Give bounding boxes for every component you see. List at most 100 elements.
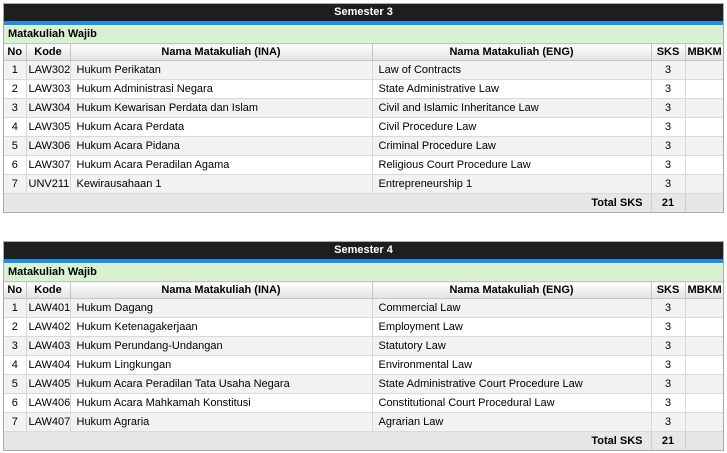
table-row: 2 LAW402 Hukum Ketenagakerjaan Employmen…: [4, 317, 724, 337]
cell-mbkm: [684, 117, 724, 137]
section-label: Matakuliah Wajib: [4, 263, 724, 282]
total-sks-value: 21: [650, 431, 686, 450]
cell-eng: Criminal Procedure Law: [371, 136, 652, 156]
cell-sks: 3: [650, 393, 686, 413]
total-label: Total SKS: [4, 193, 652, 212]
cell-eng: Agrarian Law: [371, 412, 652, 432]
semester-3-block: Semester 3 Matakuliah Wajib No Kode Nama…: [3, 3, 724, 213]
cell-code: LAW404: [25, 355, 71, 375]
cell-ina: Hukum Acara Pidana: [69, 136, 373, 156]
cell-mbkm: [684, 136, 724, 156]
cell-code: UNV211: [25, 174, 71, 194]
section-label: Matakuliah Wajib: [4, 25, 724, 44]
semester-4-block: Semester 4 Matakuliah Wajib No Kode Nama…: [3, 241, 724, 451]
cell-mbkm: [684, 374, 724, 394]
cell-sks: 3: [650, 60, 686, 80]
col-header-eng: Nama Matakuliah (ENG): [371, 281, 652, 299]
cell-no: 4: [4, 355, 27, 375]
table-row: 2 LAW303 Hukum Administrasi Negara State…: [4, 79, 724, 99]
section-row: Matakuliah Wajib: [4, 263, 724, 282]
col-header-ina: Nama Matakuliah (INA): [69, 281, 373, 299]
cell-no: 6: [4, 393, 27, 413]
cell-code: LAW303: [25, 79, 71, 99]
cell-mbkm: [684, 355, 724, 375]
cell-eng: Civil Procedure Law: [371, 117, 652, 137]
cell-code: LAW403: [25, 336, 71, 356]
semester-4-courses-table: Matakuliah Wajib No Kode Nama Matakuliah…: [4, 263, 724, 450]
cell-eng: Constitutional Court Procedural Law: [371, 393, 652, 413]
cell-eng: State Administrative Court Procedure Law: [371, 374, 652, 394]
cell-ina: Hukum Acara Peradilan Agama: [69, 155, 373, 175]
cell-code: LAW307: [25, 155, 71, 175]
semester-4-title: Semester 4: [4, 242, 723, 259]
cell-code: LAW401: [25, 298, 71, 318]
cell-no: 7: [4, 412, 27, 432]
table-header-row: No Kode Nama Matakuliah (INA) Nama Matak…: [4, 281, 724, 299]
col-header-mbkm: MBKM: [684, 281, 724, 299]
cell-no: 7: [4, 174, 27, 194]
table-header-row: No Kode Nama Matakuliah (INA) Nama Matak…: [4, 43, 724, 61]
cell-mbkm: [684, 79, 724, 99]
cell-mbkm: [684, 98, 724, 118]
cell-ina: Hukum Perikatan: [69, 60, 373, 80]
cell-sks: 3: [650, 374, 686, 394]
cell-eng: Environmental Law: [371, 355, 652, 375]
accent-stripe: [4, 259, 723, 263]
cell-ina: Hukum Acara Peradilan Tata Usaha Negara: [69, 374, 373, 394]
col-header-no: No: [4, 281, 27, 299]
cell-eng: Law of Contracts: [371, 60, 652, 80]
cell-no: 2: [4, 79, 27, 99]
semester-3-title: Semester 3: [4, 4, 723, 21]
cell-mbkm: [684, 60, 724, 80]
cell-sks: 3: [650, 412, 686, 432]
cell-no: 1: [4, 60, 27, 80]
cell-no: 5: [4, 374, 27, 394]
cell-ina: Hukum Lingkungan: [69, 355, 373, 375]
table-row: 1 LAW401 Hukum Dagang Commercial Law 3: [4, 298, 724, 318]
cell-no: 4: [4, 117, 27, 137]
cell-code: LAW405: [25, 374, 71, 394]
cell-eng: Civil and Islamic Inheritance Law: [371, 98, 652, 118]
cell-code: LAW306: [25, 136, 71, 156]
cell-code: LAW407: [25, 412, 71, 432]
cell-sks: 3: [650, 136, 686, 156]
cell-ina: Hukum Dagang: [69, 298, 373, 318]
total-row: Total SKS 21: [4, 431, 724, 450]
cell-no: 2: [4, 317, 27, 337]
accent-stripe: [4, 21, 723, 25]
col-header-ina: Nama Matakuliah (INA): [69, 43, 373, 61]
cell-no: 5: [4, 136, 27, 156]
col-header-kode: Kode: [25, 43, 71, 61]
cell-mbkm: [684, 174, 724, 194]
col-header-eng: Nama Matakuliah (ENG): [371, 43, 652, 61]
cell-code: LAW406: [25, 393, 71, 413]
cell-code: LAW402: [25, 317, 71, 337]
total-row: Total SKS 21: [4, 193, 724, 212]
total-label: Total SKS: [4, 431, 652, 450]
cell-sks: 3: [650, 155, 686, 175]
table-row: 5 LAW306 Hukum Acara Pidana Criminal Pro…: [4, 136, 724, 156]
table-row: 4 LAW305 Hukum Acara Perdata Civil Proce…: [4, 117, 724, 137]
cell-eng: Entrepreneurship 1: [371, 174, 652, 194]
cell-mbkm: [684, 393, 724, 413]
col-header-sks: SKS: [650, 281, 686, 299]
cell-eng: Statutory Law: [371, 336, 652, 356]
cell-sks: 3: [650, 336, 686, 356]
total-sks-value: 21: [650, 193, 686, 212]
cell-mbkm: [684, 155, 724, 175]
cell-no: 3: [4, 336, 27, 356]
cell-sks: 3: [650, 79, 686, 99]
cell-code: LAW302: [25, 60, 71, 80]
cell-eng: Religious Court Procedure Law: [371, 155, 652, 175]
cell-no: 3: [4, 98, 27, 118]
cell-ina: Hukum Perundang-Undangan: [69, 336, 373, 356]
cell-sks: 3: [650, 117, 686, 137]
cell-mbkm: [684, 317, 724, 337]
cell-ina: Hukum Administrasi Negara: [69, 79, 373, 99]
tables-gap: [3, 213, 724, 241]
cell-ina: Hukum Acara Perdata: [69, 117, 373, 137]
cell-mbkm: [684, 298, 724, 318]
cell-eng: Commercial Law: [371, 298, 652, 318]
table-row: 7 UNV211 Kewirausahaan 1 Entrepreneurshi…: [4, 174, 724, 194]
